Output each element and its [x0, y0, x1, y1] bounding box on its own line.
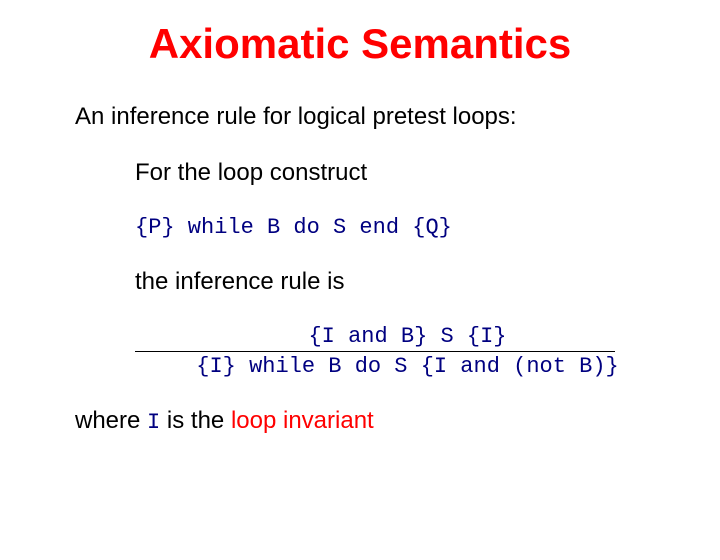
- rule-premise: {I and B} S {I}: [135, 324, 680, 349]
- slide-title: Axiomatic Semantics: [0, 20, 720, 68]
- slide-body: An inference rule for logical pretest lo…: [0, 103, 720, 435]
- footer-line: where I is the loop invariant: [75, 407, 680, 435]
- footer-invariant-var: I: [147, 410, 160, 435]
- construct-label: For the loop construct: [75, 159, 680, 187]
- intro-text: An inference rule for logical pretest lo…: [75, 103, 680, 131]
- construct-code: {P} while B do S end {Q}: [75, 215, 680, 240]
- inference-rule: {I and B} S {I} {I} while B do S {I and …: [75, 324, 680, 379]
- footer-mid: is the: [160, 407, 231, 434]
- footer-prefix: where: [75, 407, 147, 434]
- rule-divider: [135, 351, 615, 352]
- rule-conclusion: {I} while B do S {I and (not B)}: [135, 354, 680, 379]
- footer-loop-invariant: loop invariant: [231, 407, 374, 434]
- rule-label: the inference rule is: [75, 268, 680, 296]
